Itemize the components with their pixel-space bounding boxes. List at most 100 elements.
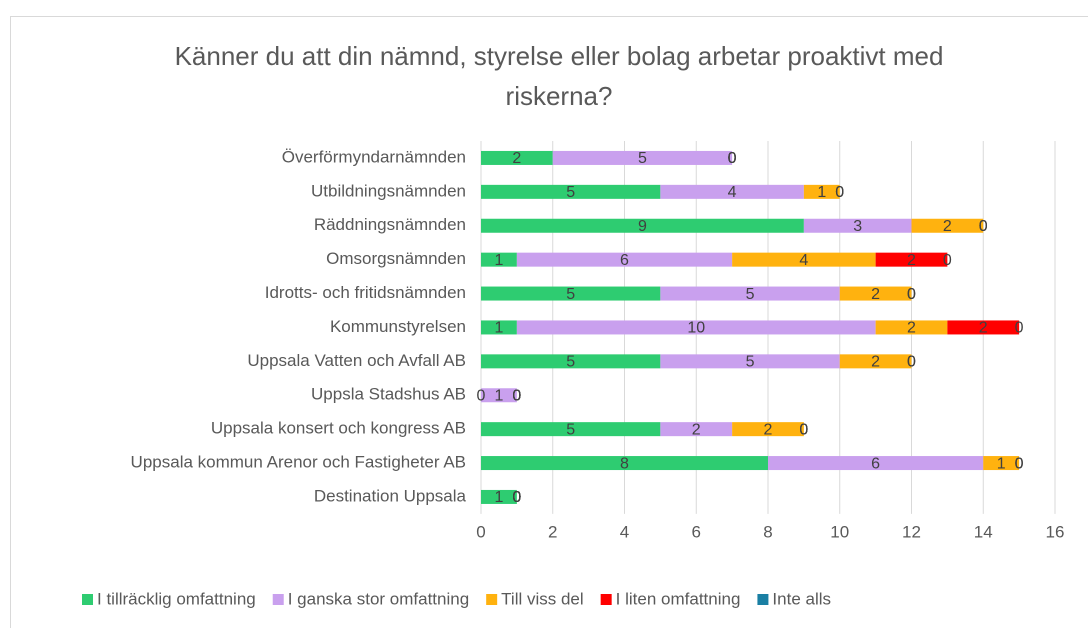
data-label: 5	[566, 354, 575, 371]
x-tick-label: 10	[830, 522, 849, 541]
bar-segment	[660, 422, 733, 437]
x-tick-label: 4	[620, 522, 629, 541]
data-label: 5	[566, 421, 575, 438]
y-tick-label: Uppsala kommun Arenor och Fastigheter AB	[131, 453, 466, 472]
data-label: 2	[907, 320, 916, 337]
bar-segment	[481, 218, 804, 233]
legend-label: Inte alls	[772, 589, 831, 608]
bar-segment	[911, 218, 984, 233]
data-label: 0	[477, 387, 486, 404]
bar-segment	[516, 252, 733, 267]
data-label: 1	[494, 252, 503, 269]
bar-segment	[481, 252, 517, 267]
data-label: 0	[907, 286, 916, 303]
y-tick-label: Omsorgsnämnden	[326, 249, 466, 268]
y-tick-label: Uppsla Stadshus AB	[311, 385, 466, 404]
bar-segment	[481, 489, 517, 504]
bar-segment	[768, 456, 984, 471]
data-label: 3	[853, 218, 862, 235]
bar-segment	[732, 252, 876, 267]
bar-segment	[660, 286, 840, 301]
legend-label: I tillräcklig omfattning	[97, 589, 256, 608]
data-label: 6	[620, 252, 629, 269]
data-label: 0	[979, 218, 988, 235]
x-tick-label: 0	[476, 522, 485, 541]
bar-segment	[481, 456, 768, 471]
data-label: 5	[638, 150, 647, 167]
data-label: 0	[835, 184, 844, 201]
data-label: 9	[638, 218, 647, 235]
data-label: 0	[512, 489, 521, 506]
data-label: 0	[943, 252, 952, 269]
data-label: 0	[1015, 455, 1024, 472]
y-tick-label: Överförmyndarnämnden	[282, 147, 466, 166]
y-tick-label: Destination Uppsala	[314, 486, 467, 505]
data-label: 4	[728, 184, 737, 201]
data-label: 0	[907, 286, 916, 303]
y-tick-label: Kommunstyrelsen	[330, 317, 466, 336]
data-label: 2	[979, 320, 988, 337]
data-label: 0	[835, 184, 844, 201]
y-tick-label: Utbildningsnämnden	[311, 181, 466, 200]
data-label: 0	[512, 489, 521, 506]
x-tick-label: 12	[902, 522, 921, 541]
bar-segment	[660, 354, 840, 369]
data-label: 10	[687, 320, 705, 337]
bar-segment	[481, 286, 661, 301]
legend-swatch	[486, 594, 498, 605]
legend-swatch	[757, 594, 769, 605]
data-label: 5	[566, 184, 575, 201]
data-label: 0	[907, 354, 916, 371]
data-label: 1	[494, 387, 503, 404]
x-tick-label: 6	[692, 522, 701, 541]
chart-frame	[10, 16, 1088, 628]
bar-segment	[481, 422, 661, 437]
bar-segment	[552, 150, 733, 165]
data-label: 1	[494, 489, 503, 506]
data-label: 6	[871, 455, 880, 472]
data-label: 0	[728, 150, 737, 167]
data-label: 0	[728, 150, 737, 167]
data-label: 0	[728, 150, 737, 167]
data-label: 0	[512, 489, 521, 506]
data-label: 0	[799, 421, 808, 438]
data-label: 2	[512, 150, 521, 167]
data-label: 0	[512, 387, 521, 404]
data-label: 0	[512, 489, 521, 506]
data-label: 0	[1015, 455, 1024, 472]
data-label: 2	[764, 421, 773, 438]
y-tick-label: Räddningsnämnden	[314, 215, 466, 234]
bar-segment	[481, 150, 553, 165]
data-label: 2	[907, 252, 916, 269]
data-label: 2	[871, 286, 880, 303]
data-label: 0	[799, 421, 808, 438]
bar-segment	[839, 286, 912, 301]
bar-segment	[732, 422, 804, 437]
data-label: 2	[871, 354, 880, 371]
data-label: 1	[817, 184, 826, 201]
data-label: 1	[494, 320, 503, 337]
y-tick-label: Idrotts- och fritidsnämnden	[265, 283, 466, 302]
data-label: 0	[907, 354, 916, 371]
bar-segment	[983, 456, 1020, 471]
data-label: 4	[799, 252, 808, 269]
bar-segment	[875, 320, 948, 335]
data-label: 0	[512, 387, 521, 404]
legend-label: I liten omfattning	[616, 589, 741, 608]
bar-segment	[481, 320, 517, 335]
legend-swatch	[272, 594, 284, 605]
bar-segment	[481, 388, 517, 403]
bar-segment	[839, 354, 912, 369]
y-tick-label: Uppsala konsert och kongress AB	[211, 419, 466, 438]
bar-segment	[803, 218, 912, 233]
y-tick-label: Uppsala Vatten och Avfall AB	[247, 351, 466, 370]
legend-label: Till viss del	[501, 589, 584, 608]
bar-segment	[947, 320, 1020, 335]
data-label: 5	[746, 354, 755, 371]
bar-segment	[875, 252, 948, 267]
data-label: 2	[692, 421, 701, 438]
bar-segment	[660, 184, 804, 199]
x-tick-label: 8	[763, 522, 772, 541]
